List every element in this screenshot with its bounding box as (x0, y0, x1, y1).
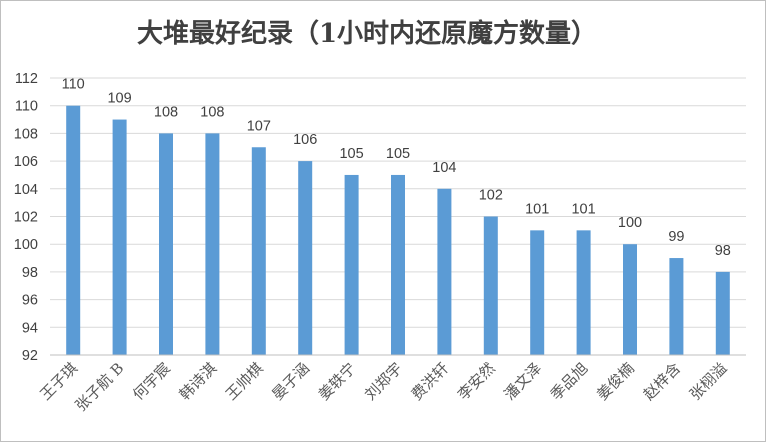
x-tick-label: 费洪轩 (408, 359, 453, 404)
bar (251, 147, 266, 355)
bar (344, 174, 359, 355)
x-tick-label: 何宇宸 (129, 359, 174, 404)
data-label: 105 (386, 146, 410, 162)
x-tick-label: 韩诗淇 (176, 359, 221, 404)
x-tick-label: 王子琪 (36, 359, 81, 404)
bar (66, 105, 81, 355)
x-tick-label: 张栩溢 (686, 359, 731, 404)
bar (437, 188, 452, 355)
data-label: 108 (200, 104, 224, 120)
x-tick-label: 姜轶宁 (315, 359, 360, 404)
y-tick-label: 112 (15, 71, 38, 87)
x-tick-label: 王帅棋 (222, 359, 267, 404)
x-tick-label: 刘郑宇 (361, 359, 406, 404)
bars (66, 105, 730, 355)
y-tick-label: 94 (22, 320, 38, 336)
data-label: 100 (618, 215, 642, 231)
x-tick-label: 赵梓含 (640, 359, 685, 404)
x-tick-label: 姜俊楠 (593, 359, 638, 404)
bar (112, 119, 127, 355)
data-label: 98 (715, 243, 731, 259)
x-tick-label: 季品旭 (547, 359, 592, 404)
bar (205, 133, 220, 355)
data-label: 102 (479, 188, 503, 204)
data-label: 101 (525, 201, 549, 217)
bar (576, 230, 591, 355)
data-label: 109 (107, 91, 131, 107)
y-tick-label: 106 (14, 154, 38, 170)
data-label: 101 (571, 201, 595, 217)
y-tick-label: 96 (22, 293, 38, 309)
bar (623, 244, 637, 355)
data-label: 105 (339, 146, 363, 162)
y-tick-label: 100 (14, 237, 38, 253)
data-label: 99 (668, 229, 684, 245)
data-label: 106 (293, 132, 317, 148)
data-label: 107 (247, 118, 271, 134)
data-labels: 110 109 108 108 107 106 105 105 104 102 101 101 100 9… (62, 77, 731, 259)
bar (298, 161, 313, 355)
y-axis-ticks: 92 94 96 98 100 102 104 106 108 110 112 (14, 71, 38, 364)
bar (715, 271, 730, 355)
chart-title: 大堆最好纪录（1小时内还原魔方数量） (137, 18, 597, 49)
bar (483, 216, 498, 355)
data-label: 108 (154, 104, 178, 120)
bar (530, 230, 545, 355)
bar (391, 174, 405, 355)
x-tick-label: 晏子涵 (268, 359, 313, 404)
data-label: 104 (432, 160, 456, 176)
y-tick-label: 108 (14, 126, 38, 142)
x-tick-label: 张子航 B (72, 359, 128, 415)
y-tick-label: 92 (22, 348, 38, 364)
bar (669, 258, 684, 355)
x-tick-label: 潘文泽 (500, 359, 545, 404)
y-tick-label: 98 (22, 265, 38, 281)
x-tick-label: 李安然 (454, 359, 499, 404)
bar (159, 133, 173, 355)
data-label: 110 (62, 77, 85, 93)
y-tick-label: 110 (15, 99, 38, 115)
y-tick-label: 102 (14, 210, 38, 226)
y-tick-label: 104 (14, 182, 38, 198)
